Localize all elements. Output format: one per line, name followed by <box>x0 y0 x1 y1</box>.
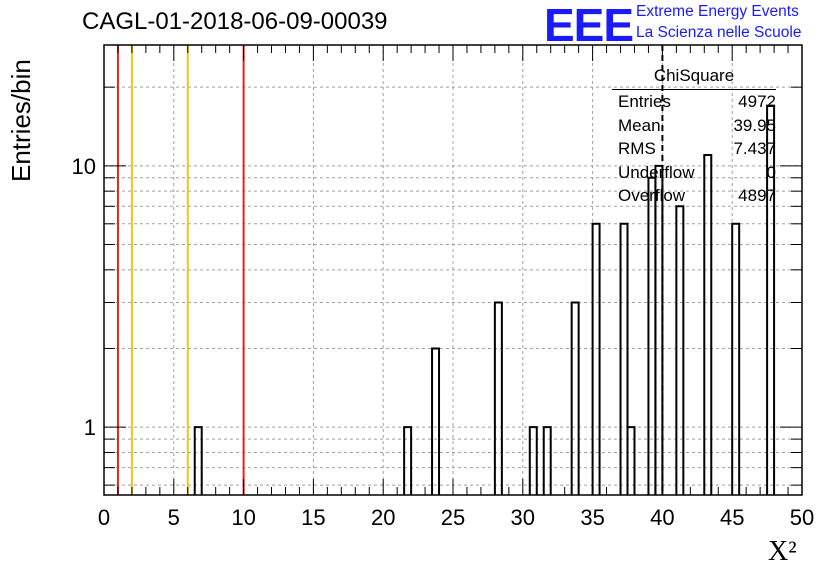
histogram-bin <box>591 222 601 495</box>
y-tick-label: 1 <box>84 415 96 440</box>
histogram-bin <box>570 301 580 495</box>
x-tick-label: 5 <box>168 505 180 530</box>
stats-row-underflow: Underflow 0 <box>612 163 776 187</box>
stats-value: 39.95 <box>733 115 776 135</box>
stats-value: 7.437 <box>733 139 776 158</box>
stats-label: Overflow <box>618 186 686 205</box>
stats-title: ChiSquare <box>612 66 776 90</box>
stats-value: 4897 <box>738 186 776 205</box>
stats-box: ChiSquare Entries 4972 Mean 39.95 RMS 7.437… <box>612 66 776 210</box>
chart-title: CAGL-01-2018-06-09-00039 <box>82 8 388 35</box>
stats-label: RMS <box>618 139 656 158</box>
stats-label: Underflow <box>618 162 695 182</box>
x-tick-label: 35 <box>580 505 604 530</box>
histogram-bin <box>528 426 538 495</box>
x-tick-label: 25 <box>441 505 465 530</box>
histogram-bin <box>647 176 657 495</box>
x-tick-label: 15 <box>301 505 325 530</box>
stats-row-mean: Mean 39.95 <box>612 116 776 140</box>
x-axis-label: X² <box>768 536 797 567</box>
histogram-bin <box>766 104 776 495</box>
y-axis-label: Entries/bin <box>6 59 36 182</box>
histogram-bin <box>403 426 413 495</box>
histogram-bin <box>703 154 713 495</box>
stats-value: 0 <box>766 162 776 182</box>
x-tick-label: 30 <box>511 505 535 530</box>
stats-value: 4972 <box>738 92 776 111</box>
stats-row-overflow: Overflow 4897 <box>612 186 776 210</box>
stats-row-entries: Entries 4972 <box>612 92 776 116</box>
histogram-bin <box>675 205 685 495</box>
histogram-bin <box>493 301 503 495</box>
logo-line-2: La Scienza nelle Scuole <box>636 24 802 41</box>
x-tick-label: 50 <box>790 505 814 530</box>
histogram-bin <box>731 222 741 495</box>
eee-logo: EEE <box>544 0 634 51</box>
x-tick-label: 40 <box>650 505 674 530</box>
x-tick-label: 45 <box>720 505 744 530</box>
y-tick-label: 10 <box>72 154 96 179</box>
stats-label: Mean <box>618 115 661 135</box>
histogram-bin <box>626 426 636 495</box>
x-tick-label: 10 <box>231 505 255 530</box>
logo-line-1: Extreme Energy Events <box>636 3 799 20</box>
histogram-bin <box>542 426 552 495</box>
histogram-bin <box>619 222 629 495</box>
stats-row-rms: RMS 7.437 <box>612 139 776 163</box>
stats-label: Entries <box>618 92 671 111</box>
histogram-bin <box>431 347 441 495</box>
x-tick-label: 20 <box>371 505 395 530</box>
histogram-bin <box>193 426 203 495</box>
histogram-bin <box>654 164 664 495</box>
x-tick-label: 0 <box>98 505 110 530</box>
